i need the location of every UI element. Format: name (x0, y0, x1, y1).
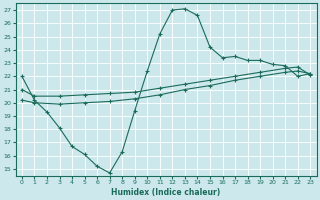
X-axis label: Humidex (Indice chaleur): Humidex (Indice chaleur) (111, 188, 221, 197)
